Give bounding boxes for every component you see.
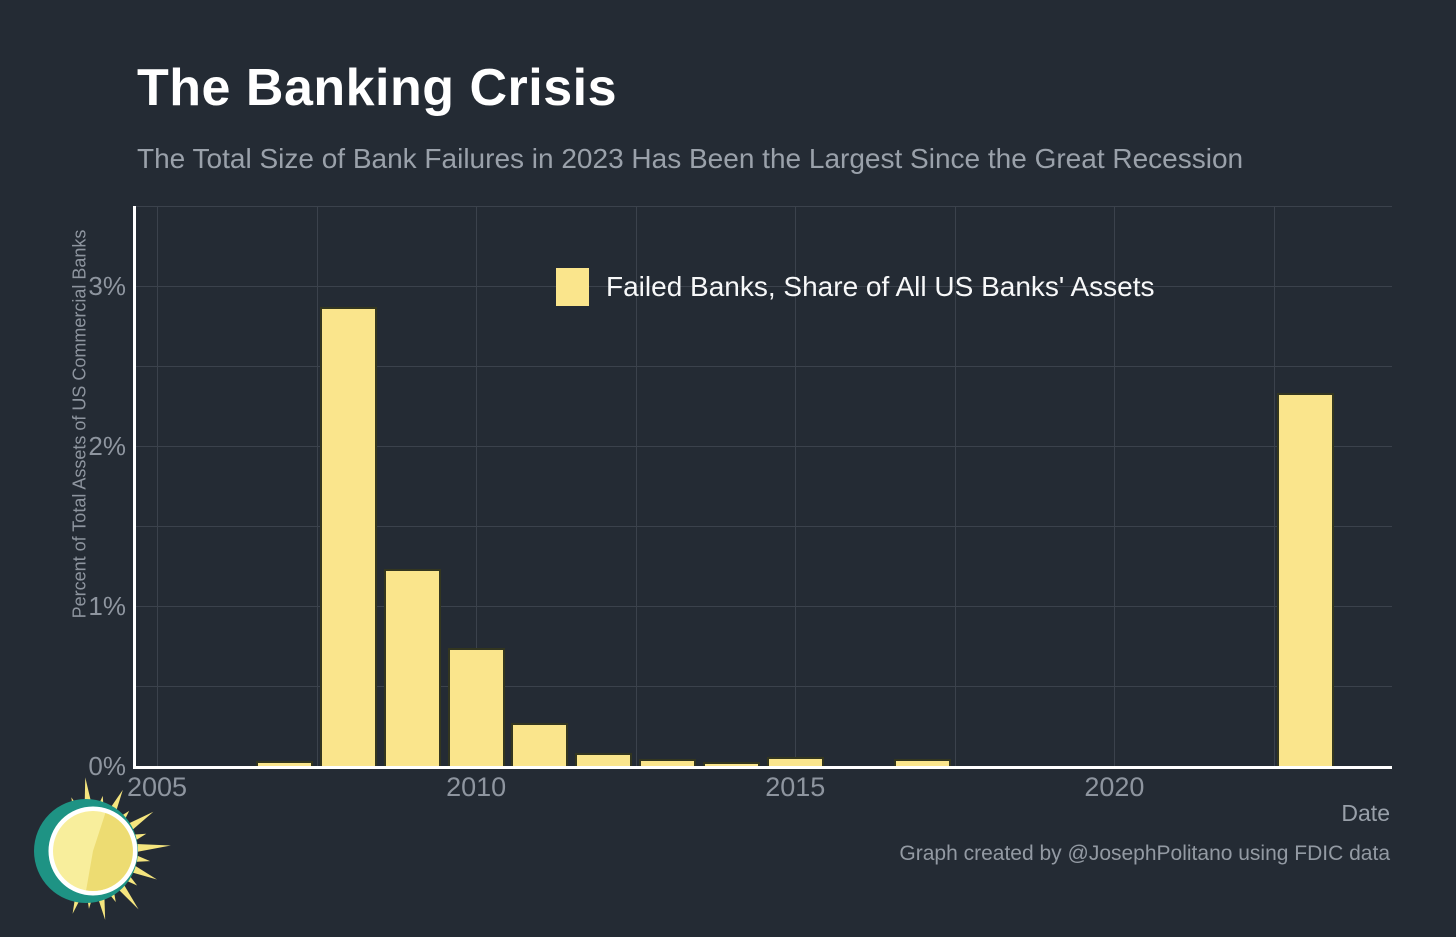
bar-2011 xyxy=(511,722,569,766)
sun-white-ring xyxy=(48,806,138,896)
gridline-h xyxy=(136,606,1392,607)
y-tick-label: 3% xyxy=(88,271,126,301)
gridline-h xyxy=(136,686,1392,687)
sun-ray xyxy=(130,843,171,853)
legend-label: Failed Banks, Share of All US Banks' Ass… xyxy=(606,271,1155,302)
gridline-v xyxy=(316,206,318,766)
legend: Failed Banks, Share of All US Banks' Ass… xyxy=(556,268,1155,306)
bar-2014 xyxy=(702,762,760,766)
legend-swatch-icon xyxy=(556,268,589,306)
gridline-v xyxy=(1273,206,1275,766)
x-tick-label: 2020 xyxy=(1084,772,1145,802)
credit-text: Graph created by @JosephPolitano using F… xyxy=(899,842,1390,865)
y-tick-label: 0% xyxy=(88,751,126,781)
bar-2023 xyxy=(1277,393,1335,766)
gridline-h xyxy=(136,526,1392,527)
gridline-h xyxy=(136,366,1392,367)
bar-2008 xyxy=(320,306,378,766)
bar-2017 xyxy=(894,758,952,766)
x-axis-title: Date xyxy=(1341,800,1390,826)
bar-2009 xyxy=(383,569,441,766)
bar-2010 xyxy=(447,647,505,766)
gridline-h xyxy=(136,446,1392,447)
bar-2015 xyxy=(766,757,824,766)
gridline-h xyxy=(136,286,1392,287)
chart-subtitle: The Total Size of Bank Failures in 2023 … xyxy=(137,143,1244,174)
gridline-v xyxy=(157,206,159,766)
y-axis-line xyxy=(133,206,136,769)
x-tick-label: 2010 xyxy=(446,772,507,802)
sun-face-wedge xyxy=(86,813,133,891)
x-axis-line xyxy=(133,766,1392,769)
apricitas-sun-logo xyxy=(34,777,171,920)
y-tick-label: 1% xyxy=(88,591,126,621)
x-tick-label: 2015 xyxy=(765,772,826,802)
x-tick-label: 2005 xyxy=(127,772,188,802)
bar-2007 xyxy=(256,761,314,766)
gridline-v xyxy=(1114,206,1116,766)
gridline-v xyxy=(476,206,478,766)
gridline-v xyxy=(954,206,956,766)
chart-title: The Banking Crisis xyxy=(137,59,617,117)
bar-2013 xyxy=(639,758,697,766)
y-tick-label: 2% xyxy=(88,431,126,461)
gridline-v xyxy=(635,206,637,766)
gridline-h xyxy=(136,206,1392,207)
bar-2012 xyxy=(575,753,633,766)
plot-area: Failed Banks, Share of All US Banks' Ass… xyxy=(136,206,1392,766)
gridline-v xyxy=(795,206,797,766)
